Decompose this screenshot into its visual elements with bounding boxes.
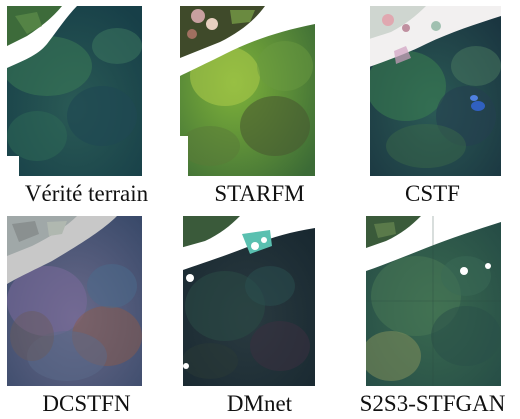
- caption-s2s3-stfgan: S2S3-STFGAN: [359, 391, 506, 416]
- caption-starfm: STARFM: [214, 181, 305, 206]
- s2s3-stfgan-image: [366, 216, 501, 386]
- panel-verite-terrain: [7, 6, 142, 176]
- caption-dcstfn: DCSTFN: [42, 391, 131, 416]
- dcstfn-image: [7, 216, 142, 386]
- panel-starfm: [180, 6, 315, 176]
- starfm-image: [180, 6, 315, 176]
- caption-verite-terrain: Vérité terrain: [24, 181, 149, 206]
- panel-dcstfn: [7, 216, 142, 386]
- caption-dmnet: DMnet: [226, 391, 293, 416]
- dmnet-image: [180, 216, 315, 386]
- ground-truth-image: [7, 6, 142, 176]
- panel-cstf: [366, 6, 501, 176]
- panel-s2s3-stfgan: [366, 216, 501, 386]
- cstf-image: [366, 6, 501, 176]
- caption-cstf: CSTF: [405, 181, 460, 206]
- panel-dmnet: [180, 216, 315, 386]
